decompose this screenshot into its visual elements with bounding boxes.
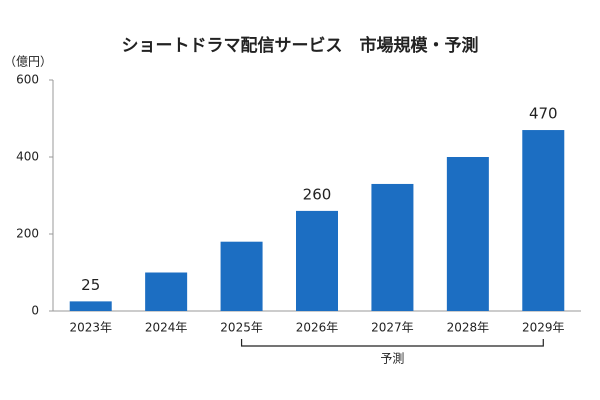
x-tick-label: 2023年 (69, 321, 112, 335)
bar (371, 183, 414, 311)
bar (522, 130, 565, 311)
x-tick-label: 2028年 (447, 321, 490, 335)
forecast-bracket (240, 339, 544, 347)
value-label: 25 (81, 276, 100, 294)
y-tick-label: 200 (16, 227, 39, 241)
x-tick-label: 2024年 (145, 321, 188, 335)
x-tick-label: 2026年 (296, 321, 339, 335)
chart-title: ショートドラマ配信サービス 市場規模・予測 (122, 35, 479, 56)
y-tick-label: 400 (16, 150, 39, 164)
bar (446, 157, 489, 311)
x-tick-label: 2027年 (371, 321, 414, 335)
y-tick-label: 0 (31, 304, 39, 318)
value-label: 260 (303, 185, 332, 203)
bar (220, 241, 263, 311)
bar (296, 210, 338, 311)
value-label: 470 (529, 105, 558, 123)
x-tick-label: 2029年 (522, 321, 565, 335)
y-tick-label: 600 (16, 73, 39, 87)
bar (69, 301, 112, 311)
y-unit: （億円） (4, 55, 52, 69)
bar (145, 272, 188, 311)
forecast-label: 予測 (380, 352, 404, 366)
x-tick-label: 2025年 (220, 321, 263, 335)
